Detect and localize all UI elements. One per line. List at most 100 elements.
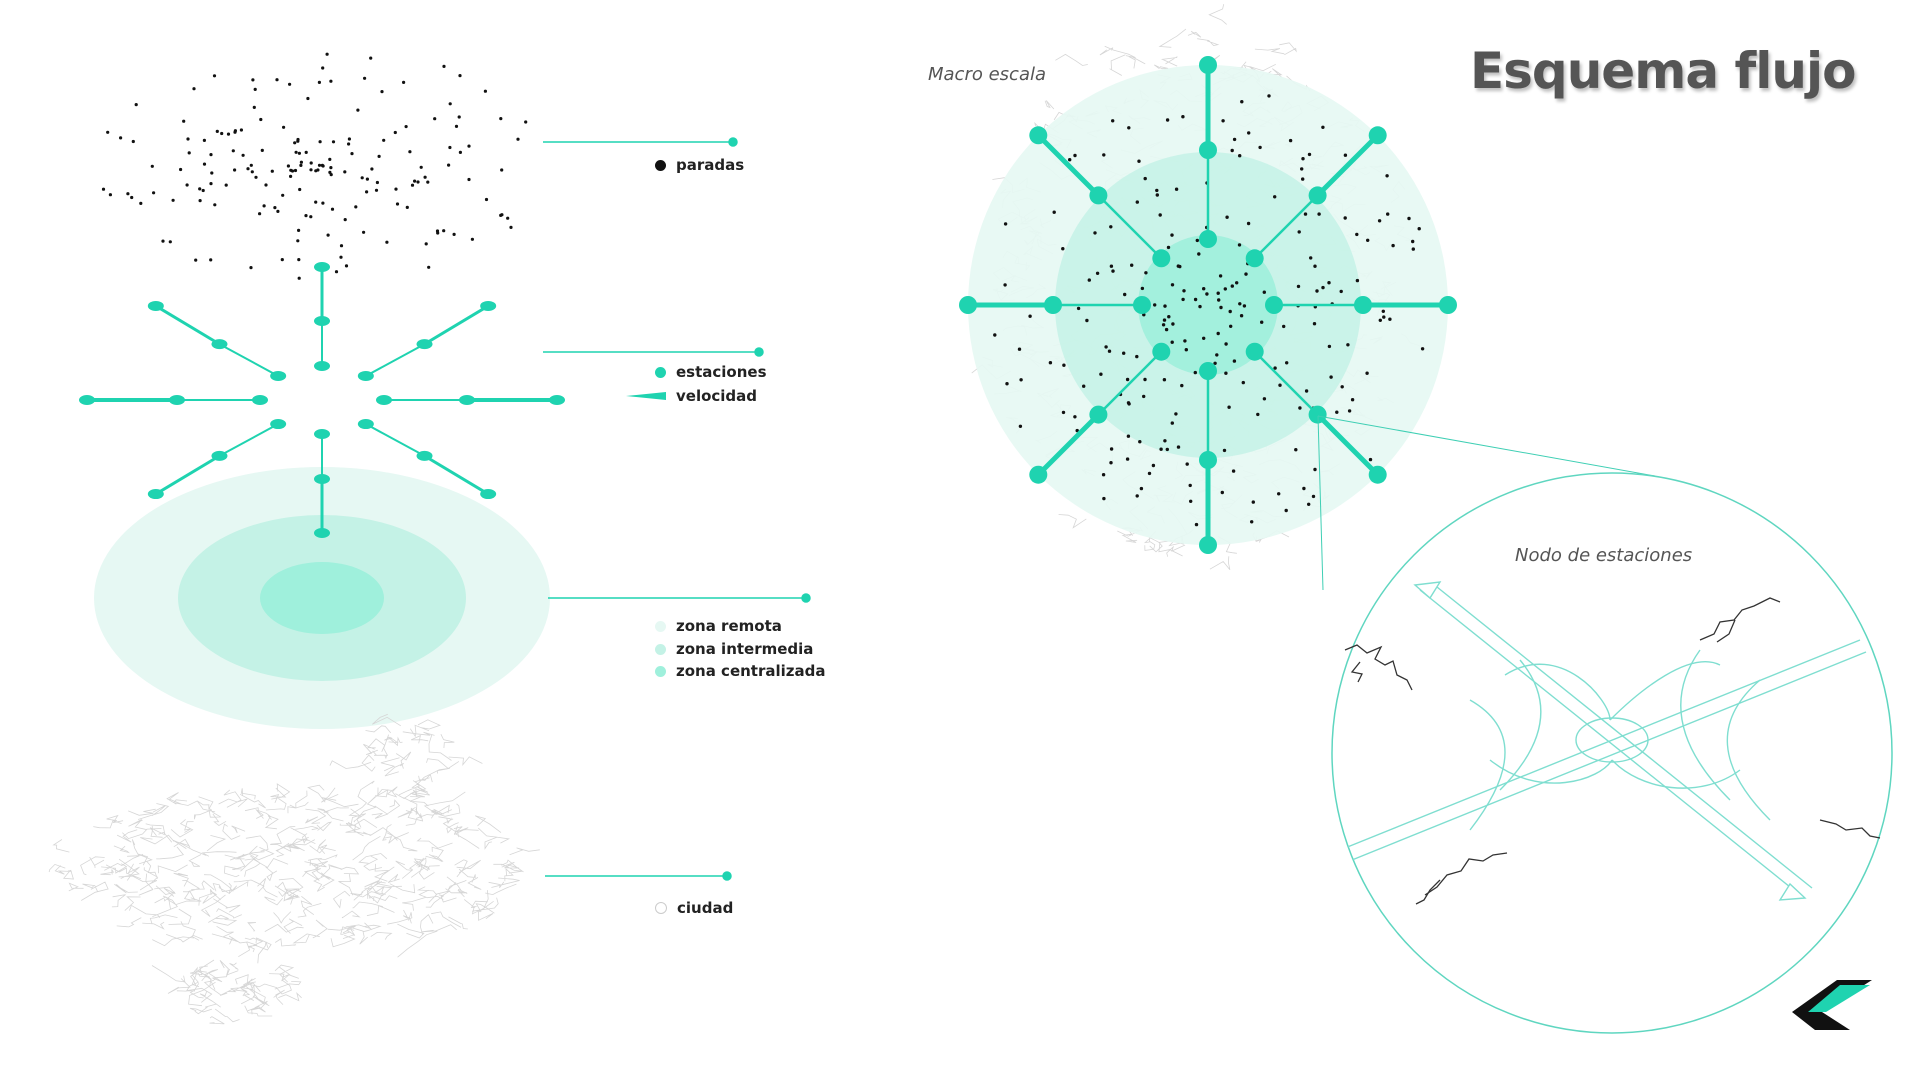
parada-dot	[299, 163, 303, 167]
estacion-dot	[314, 316, 330, 326]
parada-dot	[1170, 233, 1174, 237]
parada-dot	[1095, 271, 1100, 275]
city-streets	[151, 959, 302, 1025]
parada-dot	[1164, 327, 1169, 332]
estaciones-swatch	[655, 366, 666, 378]
parada-dot	[1162, 378, 1167, 382]
parada-dot	[1420, 347, 1425, 351]
parada-dot	[1093, 231, 1097, 235]
parada-dot	[253, 87, 257, 91]
estacion-dot	[252, 395, 268, 405]
parada-dot	[506, 216, 510, 220]
parada-dot	[1155, 188, 1159, 193]
estacion-dot	[480, 300, 497, 311]
node-circle	[1331, 472, 1893, 1034]
parada-dot	[452, 232, 456, 236]
page-title: Esquema flujo	[1470, 42, 1856, 100]
parada-dot	[329, 79, 333, 83]
parada-dot	[249, 163, 253, 167]
parada-dot	[1111, 119, 1115, 123]
estacion-dot	[314, 361, 330, 371]
parada-dot	[424, 242, 428, 246]
parada-dot	[226, 132, 231, 136]
estacion-dot	[314, 262, 330, 272]
parada-dot	[1138, 440, 1142, 444]
parada-dot	[299, 160, 303, 164]
parada-dot	[101, 187, 106, 191]
parada-dot	[1003, 222, 1008, 226]
parada-dot	[328, 157, 332, 161]
parada-dot	[321, 66, 325, 70]
parada-dot	[1125, 377, 1130, 382]
zoom-connector	[1317, 415, 1656, 591]
velocidad-segment	[365, 343, 426, 377]
parada-dot	[1159, 447, 1163, 451]
parada-dot	[297, 276, 301, 280]
estacion-dot	[1029, 126, 1048, 145]
estacion-dot	[1152, 342, 1171, 361]
parada-dot	[1335, 410, 1339, 414]
parada-dot	[281, 193, 285, 197]
parada-dot	[1247, 131, 1251, 135]
parada-dot	[1127, 402, 1131, 406]
estacion-dot	[211, 450, 228, 461]
layer-zonas	[94, 467, 550, 729]
parada-dot	[306, 96, 310, 101]
parada-dot	[192, 87, 196, 91]
parada-dot	[1315, 289, 1319, 293]
estacion-dot	[416, 339, 433, 350]
parada-dot	[467, 177, 471, 182]
parada-dot	[1307, 502, 1311, 506]
legend-label: velocidad	[676, 387, 758, 405]
estacion-dot	[1368, 465, 1387, 484]
parada-dot	[331, 140, 336, 144]
parada-dot	[202, 162, 207, 166]
parada-dot	[309, 168, 313, 172]
parada-dot	[1082, 384, 1086, 388]
parada-dot	[343, 170, 347, 174]
caption-nodo: Nodo de estaciones	[1515, 545, 1693, 566]
parada-dot	[1329, 375, 1333, 379]
parada-dot	[993, 333, 997, 337]
parada-dot	[1267, 94, 1271, 98]
parada-dot	[405, 205, 409, 209]
parada-dot	[365, 190, 369, 194]
parada-dot	[1321, 285, 1325, 290]
velocidad-segment	[423, 454, 489, 496]
estacion-dot	[1439, 296, 1457, 314]
parada-dot	[1073, 415, 1077, 419]
parada-dot	[458, 74, 462, 78]
parada-dot	[209, 258, 213, 262]
parada-dot	[1273, 366, 1277, 370]
estacion-dot	[1354, 296, 1372, 314]
parada-dot	[395, 202, 400, 206]
parada-dot	[393, 130, 397, 135]
zona-intermedia-swatch	[655, 643, 666, 655]
parada-dot	[363, 76, 367, 80]
estacion-dot	[1265, 296, 1283, 314]
parada-dot	[231, 149, 235, 153]
velocidad-segment	[1097, 350, 1163, 416]
parada-dot	[1109, 225, 1113, 229]
parada-dot	[296, 239, 300, 243]
parada-dot	[1109, 447, 1114, 451]
parada-dot	[1240, 100, 1244, 104]
parada-dot	[264, 183, 268, 187]
parada-dot	[161, 239, 165, 243]
parada-dot	[249, 266, 253, 270]
parada-dot	[1170, 283, 1175, 287]
estacion-dot	[1044, 296, 1062, 314]
estacion-dot	[1245, 342, 1264, 361]
parada-dot	[252, 105, 256, 109]
parada-dot	[433, 117, 437, 121]
parada-dot	[1019, 378, 1023, 382]
parada-dot	[297, 228, 301, 232]
parada-dot	[1238, 302, 1242, 306]
parada-dot	[1239, 314, 1244, 318]
parada-dot	[467, 144, 471, 148]
parada-dot	[448, 145, 452, 150]
parada-dot	[1189, 499, 1193, 503]
ciudad-swatch	[655, 902, 667, 914]
parada-dot	[1237, 243, 1242, 247]
parada-dot	[1224, 371, 1228, 375]
